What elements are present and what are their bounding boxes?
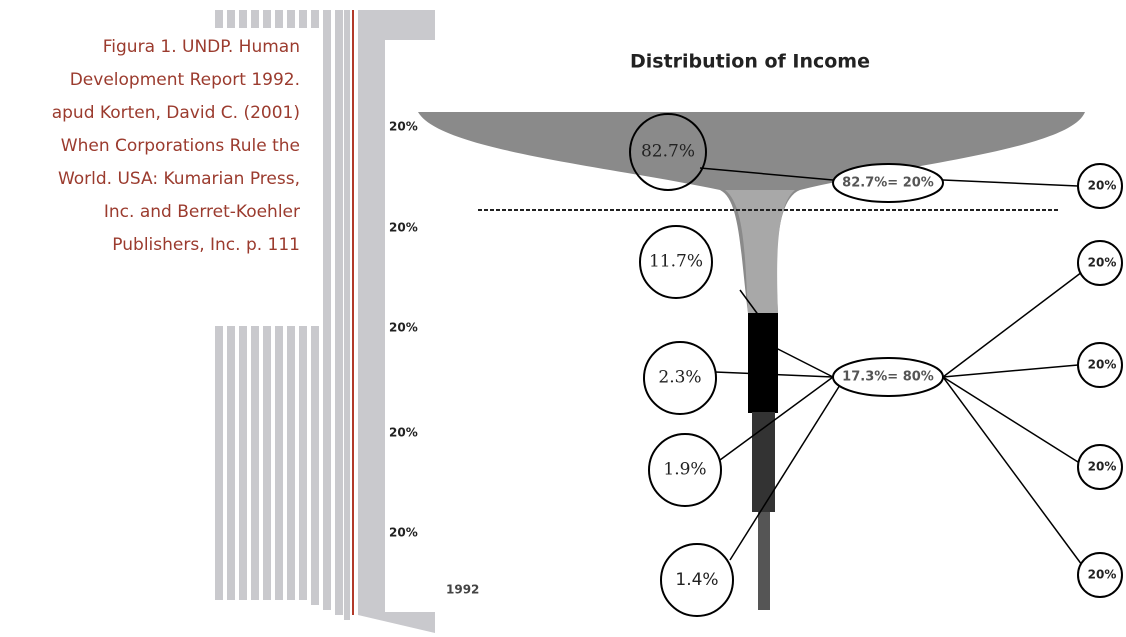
glass	[418, 112, 1085, 610]
ellipse-label: 82.7%= 20%	[842, 176, 934, 191]
figure-title: Distribution of Income	[630, 51, 870, 73]
caption-line: Development Report 1992.	[70, 70, 300, 90]
circle-label: 2.3%	[658, 368, 701, 388]
caption-box	[0, 28, 322, 326]
right-label: 20%	[1088, 179, 1117, 193]
right-label: 20%	[1088, 256, 1117, 270]
right-label: 20%	[1088, 460, 1117, 474]
left-label: 20%	[389, 426, 418, 440]
right-label: 20%	[1088, 358, 1117, 372]
year: 1992	[446, 583, 479, 597]
left-label: 20%	[389, 526, 418, 540]
circle-label: 82.7%	[641, 142, 695, 162]
caption-line: apud Korten, David C. (2001)	[52, 103, 300, 123]
left-label: 20%	[389, 120, 418, 134]
connectors	[699, 167, 1083, 566]
caption-line: When Corporations Rule the	[61, 136, 300, 156]
caption-line: Inc. and Berret-Koehler	[104, 202, 300, 222]
caption-line: World. USA: Kumarian Press,	[58, 169, 300, 189]
caption-line: Figura 1. UNDP. Human	[103, 37, 300, 57]
circle-label: 1.9%	[663, 460, 706, 480]
left-label: 20%	[389, 221, 418, 235]
shapes	[629, 113, 1123, 617]
left-label: 20%	[389, 321, 418, 335]
caption-line: Publishers, Inc. p. 111	[112, 235, 300, 255]
ellipse-label: 17.3%= 80%	[842, 370, 934, 385]
circle-label: 11.7%	[649, 252, 703, 272]
caption: Figura 1. UNDP. Human Development Report…	[52, 37, 300, 255]
circle-label: 1.4%	[675, 570, 718, 590]
right-label: 20%	[1088, 568, 1117, 582]
